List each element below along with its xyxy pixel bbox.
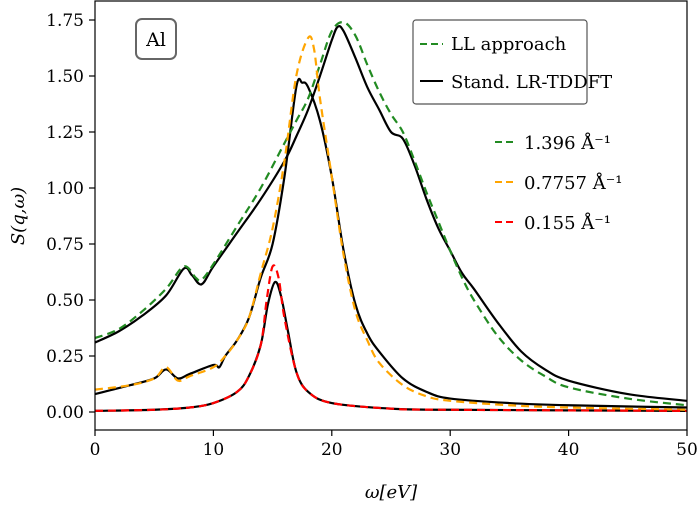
x-tick-label: 10: [203, 440, 225, 460]
annotation-box: Al: [135, 18, 177, 60]
series-line-1: [94, 24, 688, 402]
legend-entry: 0.7757 Å⁻¹: [524, 172, 622, 194]
annotation-label: Al: [145, 29, 166, 51]
y-tick-label: 1.50: [46, 67, 84, 87]
y-tick-label: 0.00: [46, 403, 84, 423]
y-tick-label: 1.25: [46, 123, 84, 143]
x-axis-label: ω[eV]: [365, 482, 418, 503]
series-line-0: [94, 21, 688, 407]
y-tick-label: 0.75: [46, 235, 84, 255]
series-line-4: [94, 264, 688, 412]
ticks-layer: 0 10 20 30 40 50 0.00 0.25 0.50 0.75 1.00 1.25 1.50 1…: [46, 11, 698, 460]
x-tick-label: 40: [558, 440, 580, 460]
style-legend: LL approach Stand. LR-TDDFT: [412, 19, 612, 105]
y-tick-label: 0.25: [46, 347, 84, 367]
y-tick-label: 1.00: [46, 179, 84, 199]
x-tick-label: 20: [321, 440, 343, 460]
q-legend: 1.396 Å⁻¹ 0.7757 Å⁻¹ 0.155 Å⁻¹: [495, 132, 622, 234]
legend-entry: 1.396 Å⁻¹: [524, 132, 611, 154]
legend-entry: Stand. LR-TDDFT: [451, 72, 612, 93]
x-tick-label: 30: [439, 440, 461, 460]
y-tick-label: 1.75: [46, 11, 84, 31]
legend-entry: 0.155 Å⁻¹: [524, 212, 611, 234]
x-tick-label: 0: [90, 440, 101, 460]
series-line-2: [94, 35, 688, 411]
plot-frame: [94, 0, 688, 431]
legend-entry: LL approach: [451, 34, 567, 55]
series-layer: [94, 21, 688, 412]
series-line-5: [94, 280, 688, 412]
y-tick-label: 0.50: [46, 291, 84, 311]
x-tick-label: 50: [676, 440, 698, 460]
series-line-3: [94, 77, 688, 409]
y-axis-label: S(q,ω): [8, 187, 29, 245]
